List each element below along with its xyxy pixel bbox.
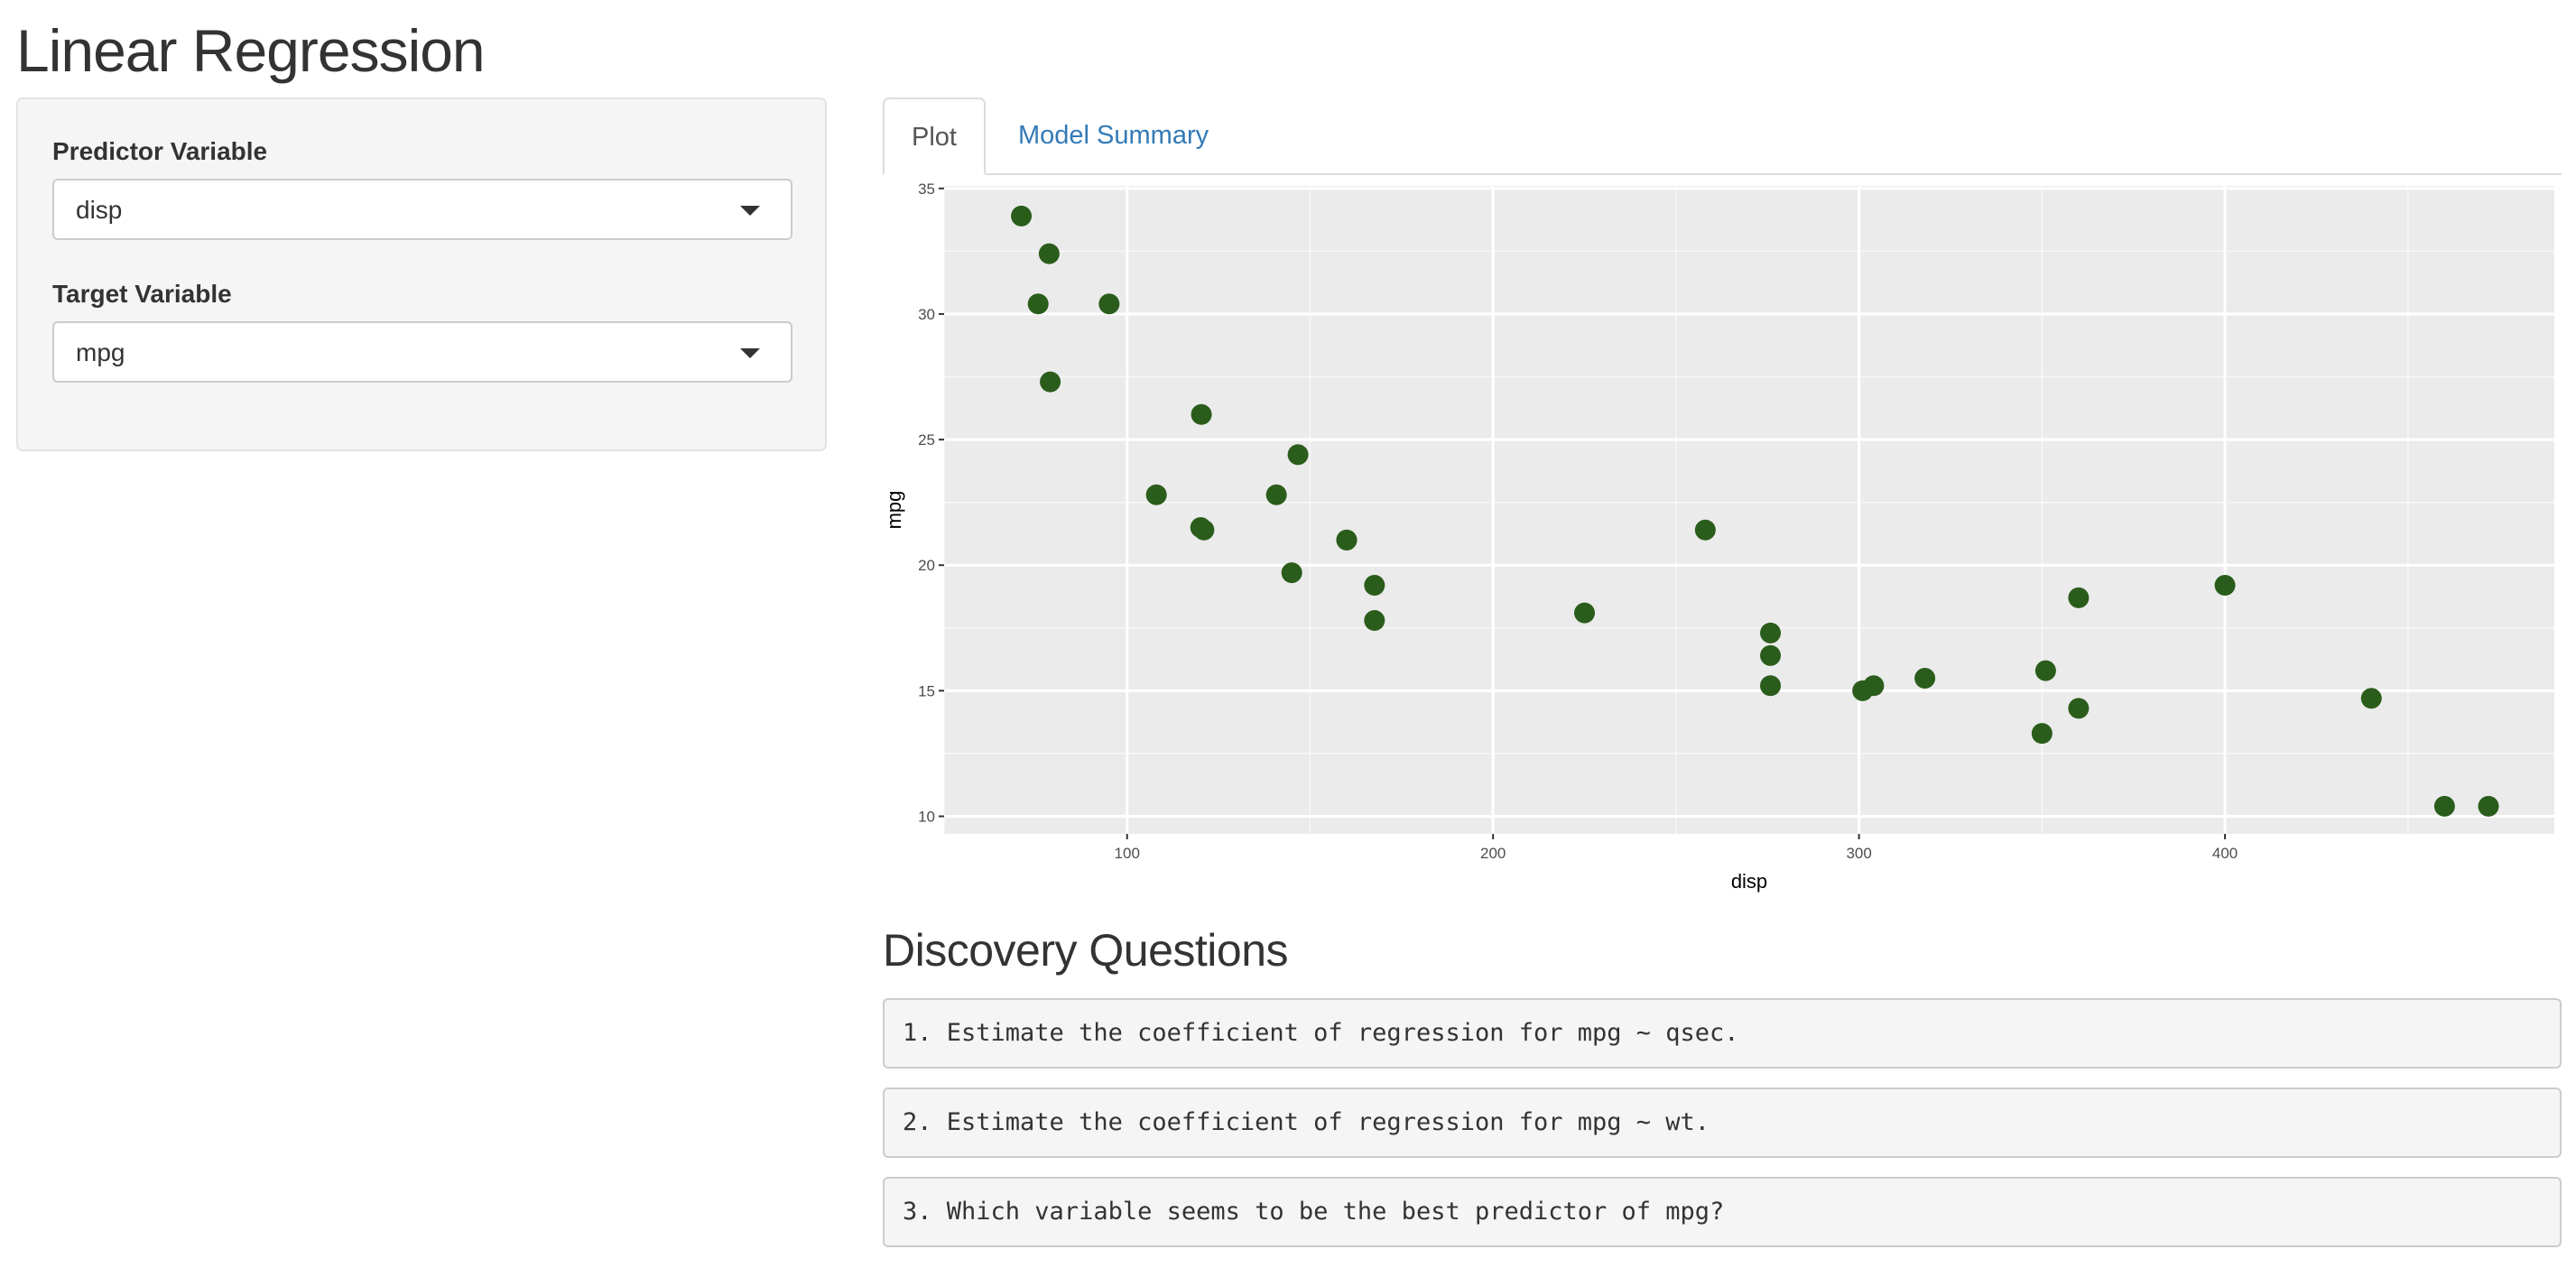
data-point [2433, 795, 2455, 817]
sidebar-panel: Predictor Variable disp Target Variable … [16, 97, 827, 451]
data-point [1011, 205, 1033, 227]
data-point [2360, 688, 2382, 709]
target-select-value: mpg [76, 338, 125, 366]
data-point [1852, 680, 1874, 701]
data-point [2068, 587, 2090, 608]
data-point [1694, 519, 1716, 541]
tab-model-summary[interactable]: Model Summary [1018, 121, 1209, 150]
data-point [1191, 403, 1212, 425]
y-tick-label: 15 [918, 682, 935, 699]
tab-bar: Plot Model Summary [883, 97, 2562, 175]
data-point [1193, 519, 1215, 541]
plot-panel [944, 186, 2554, 834]
data-point [1287, 444, 1309, 466]
data-point [2034, 660, 2056, 681]
data-point [1574, 602, 1596, 624]
data-point [1281, 562, 1302, 584]
x-axis-label: disp [1731, 870, 1767, 893]
data-point [2031, 723, 2052, 745]
data-point [1038, 243, 1060, 264]
tab-plot[interactable]: Plot [883, 97, 986, 175]
chevron-down-icon [740, 348, 760, 358]
data-point [1027, 293, 1049, 315]
data-point [1040, 371, 1061, 393]
question-3: 3. Which variable seems to be the best p… [883, 1177, 2562, 1247]
scatter-plot-svg: 100 200 300 400 10 15 20 25 30 35 disp mpg [883, 180, 2554, 893]
y-tick-label: 20 [918, 557, 935, 574]
data-point [1336, 529, 1357, 551]
target-label: Target Variable [52, 280, 232, 308]
data-point [2478, 795, 2499, 817]
data-point [1364, 574, 1385, 596]
y-tick-label: 25 [918, 431, 935, 449]
data-point [2068, 698, 2090, 719]
data-point [1265, 484, 1287, 505]
data-point [1760, 675, 1782, 697]
predictor-select[interactable]: disp [52, 179, 792, 240]
x-tick-label: 400 [2212, 845, 2238, 862]
scatter-plot: 100 200 300 400 10 15 20 25 30 35 disp mpg [883, 177, 2562, 899]
question-1: 1. Estimate the coefficient of regressio… [883, 998, 2562, 1069]
target-select[interactable]: mpg [52, 321, 792, 383]
data-point [1760, 622, 1782, 643]
data-point [1145, 484, 1167, 505]
question-2: 2. Estimate the coefficient of regressio… [883, 1088, 2562, 1158]
chevron-down-icon [740, 206, 760, 216]
data-point [1098, 293, 1120, 315]
discovery-title: Discovery Questions [883, 925, 1289, 976]
predictor-select-value: disp [76, 196, 123, 224]
x-tick-label: 300 [1846, 845, 1871, 862]
data-point [2214, 574, 2236, 596]
x-tick-label: 200 [1480, 845, 1506, 862]
y-tick-label: 10 [918, 809, 935, 826]
y-axis-label: mpg [883, 491, 905, 530]
y-tick-label: 35 [918, 180, 935, 198]
predictor-label: Predictor Variable [52, 137, 268, 165]
data-point [1364, 609, 1385, 631]
y-tick-label: 30 [918, 306, 935, 323]
data-point [1760, 644, 1782, 666]
x-tick-label: 100 [1115, 845, 1140, 862]
data-point [1914, 667, 1936, 689]
app-title: Linear Regression [16, 17, 486, 84]
